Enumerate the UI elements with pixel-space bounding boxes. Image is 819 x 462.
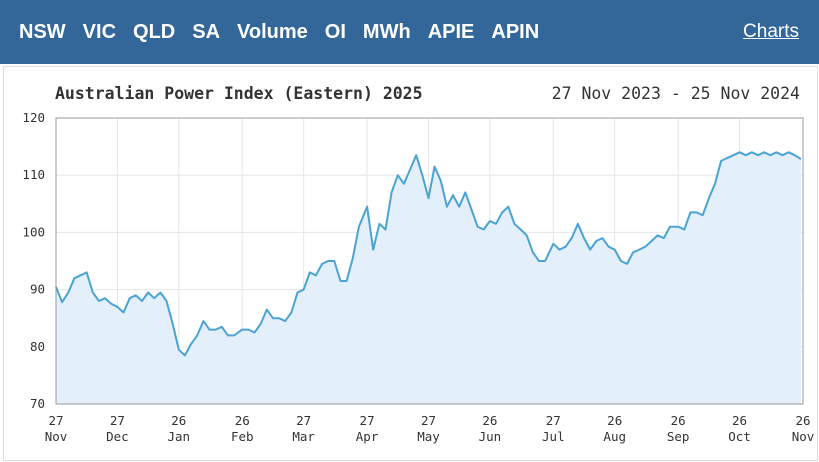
x-tick-day-label: 27 [110, 413, 125, 428]
x-tick-day-label: 27 [546, 413, 561, 428]
x-tick-day-label: 26 [235, 413, 250, 428]
y-tick-label: 120 [22, 110, 45, 125]
nav-item-mwh[interactable]: MWh [362, 21, 411, 43]
nav-item-qld[interactable]: QLD [133, 21, 176, 43]
nav-item-vic[interactable]: VIC [82, 21, 117, 43]
x-tick-day-label: 27 [48, 413, 63, 428]
top-nav-bar: NSW VIC QLD SA Volume OI MWh APIE APIN C… [0, 0, 819, 64]
y-tick-label: 80 [30, 339, 45, 354]
y-tick-label: 70 [30, 396, 45, 411]
x-tick-month-label: Aug [603, 429, 626, 444]
x-tick-month-label: Feb [231, 429, 254, 444]
x-tick-month-label: Mar [292, 429, 315, 444]
x-tick-month-label: Nov [45, 429, 68, 444]
x-tick-month-label: Apr [356, 429, 379, 444]
nav-item-apin[interactable]: APIN [491, 21, 540, 43]
x-tick-day-label: 27 [360, 413, 375, 428]
y-tick-label: 110 [22, 167, 45, 182]
nav-item-oi[interactable]: OI [324, 21, 346, 43]
nav-item-nsw[interactable]: NSW [19, 21, 66, 43]
charts-link[interactable]: Charts [743, 21, 799, 42]
chart-date-range: 27 Nov 2023 - 25 Nov 2024 [551, 84, 800, 103]
x-tick-month-label: Nov [792, 429, 815, 444]
x-tick-month-label: May [417, 429, 440, 444]
plot-border [55, 117, 804, 405]
x-tick-day-label: 26 [732, 413, 747, 428]
x-tick-day-label: 27 [296, 413, 311, 428]
x-tick-month-label: Dec [106, 429, 129, 444]
nav-item-sa[interactable]: SA [192, 21, 221, 43]
y-tick-label: 90 [30, 282, 45, 297]
x-tick-month-label: Oct [728, 429, 751, 444]
x-tick-day-label: 26 [795, 413, 810, 428]
x-tick-month-label: Jan [168, 429, 191, 444]
x-tick-day-label: 26 [482, 413, 497, 428]
x-tick-day-label: 27 [421, 413, 436, 428]
nav-items: NSW VIC QLD SA Volume OI MWh APIE APIN [19, 19, 556, 45]
x-tick-month-label: Sep [667, 429, 690, 444]
x-tick-month-label: Jul [542, 429, 565, 444]
series-area-fill [56, 152, 801, 404]
x-tick-day-label: 26 [671, 413, 686, 428]
series-line [55, 151, 802, 357]
y-tick-label: 100 [22, 224, 45, 239]
x-tick-month-label: Jun [479, 429, 502, 444]
nav-item-volume[interactable]: Volume [237, 21, 308, 43]
x-tick-day-label: 26 [171, 413, 186, 428]
x-tick-day-label: 26 [607, 413, 622, 428]
nav-item-apie[interactable]: APIE [427, 21, 475, 43]
chart-title: Australian Power Index (Eastern) 2025 [55, 84, 423, 103]
